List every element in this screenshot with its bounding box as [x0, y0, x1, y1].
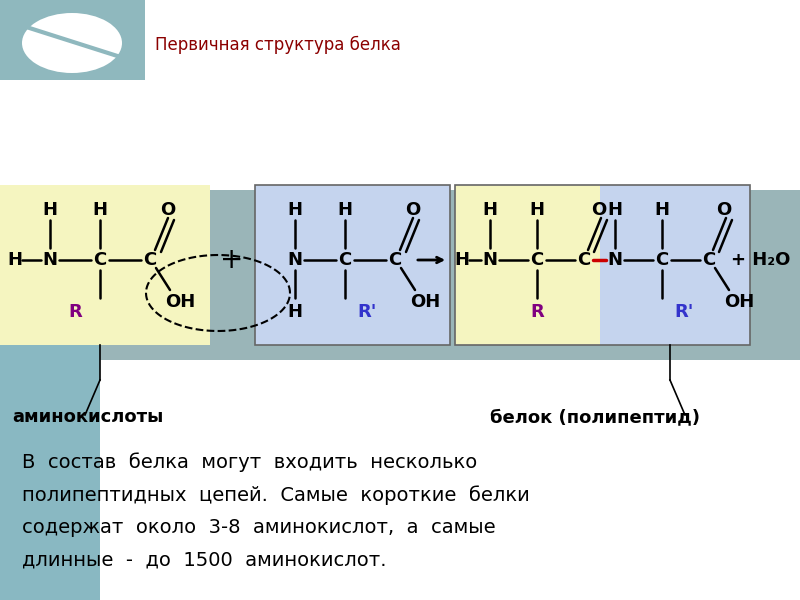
Text: OH: OH — [410, 293, 440, 311]
Text: содержат  около  3-8  аминокислот,  а  самые: содержат около 3-8 аминокислот, а самые — [22, 518, 496, 537]
Text: C: C — [702, 251, 716, 269]
Text: H: H — [482, 201, 498, 219]
Bar — [255, 185, 450, 345]
Bar — [0, 360, 800, 600]
Ellipse shape — [22, 13, 122, 73]
Text: H: H — [287, 201, 302, 219]
Text: длинные  -  до  1500  аминокислот.: длинные - до 1500 аминокислот. — [22, 551, 386, 570]
Text: N: N — [287, 251, 302, 269]
Text: OH: OH — [724, 293, 754, 311]
Text: В  состав  белка  могут  входить  несколько: В состав белка могут входить несколько — [22, 452, 478, 472]
Text: O: O — [406, 201, 421, 219]
Bar — [0, 260, 100, 600]
Text: H: H — [338, 201, 353, 219]
Text: R: R — [68, 303, 82, 321]
Text: аминокислоты: аминокислоты — [12, 408, 163, 426]
Text: N: N — [482, 251, 498, 269]
Text: H: H — [454, 251, 470, 269]
Text: H: H — [93, 201, 107, 219]
Text: C: C — [338, 251, 352, 269]
Text: N: N — [42, 251, 58, 269]
Text: C: C — [94, 251, 106, 269]
Text: C: C — [655, 251, 669, 269]
Text: H: H — [7, 251, 22, 269]
Text: C: C — [143, 251, 157, 269]
Text: H: H — [42, 201, 58, 219]
Text: +: + — [220, 246, 244, 274]
Text: C: C — [530, 251, 544, 269]
Text: O: O — [160, 201, 176, 219]
Text: N: N — [607, 251, 622, 269]
Bar — [0, 190, 800, 360]
Text: OH: OH — [165, 293, 195, 311]
Bar — [0, 0, 145, 80]
Text: Первичная структура белка: Первичная структура белка — [155, 36, 401, 54]
Text: R': R' — [674, 303, 694, 321]
Bar — [455, 185, 600, 345]
Text: полипептидных  цепей.  Самые  короткие  белки: полипептидных цепей. Самые короткие белк… — [22, 485, 530, 505]
Text: C: C — [388, 251, 402, 269]
Text: R: R — [530, 303, 544, 321]
Bar — [600, 185, 750, 345]
Text: белок (полипептид): белок (полипептид) — [490, 408, 700, 426]
Text: + H₂O: + H₂O — [730, 251, 790, 269]
Text: O: O — [716, 201, 732, 219]
Bar — [0, 185, 210, 345]
Text: O: O — [591, 201, 606, 219]
Text: H: H — [530, 201, 545, 219]
Bar — [455, 185, 750, 345]
Text: R': R' — [358, 303, 377, 321]
Text: H: H — [287, 303, 302, 321]
Text: H: H — [654, 201, 670, 219]
Text: C: C — [578, 251, 590, 269]
Text: H: H — [607, 201, 622, 219]
